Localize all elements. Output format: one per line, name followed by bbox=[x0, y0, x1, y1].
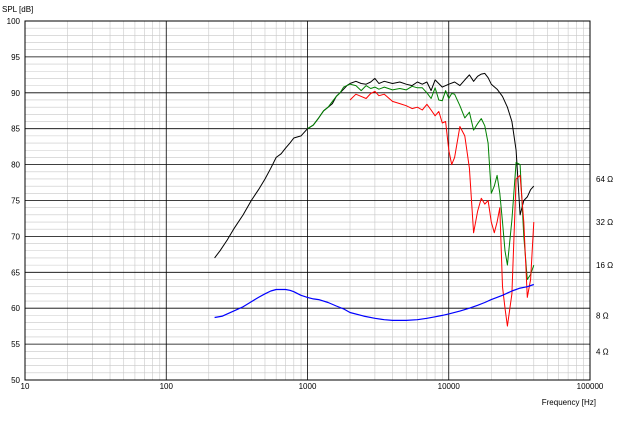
x-tick-label: 100000 bbox=[577, 382, 604, 391]
x-tick-label: 100 bbox=[160, 382, 174, 391]
series-line-4 bbox=[214, 283, 534, 321]
tick-labels: 10 100 1000 10000 100000 50 55 60 65 70 75 80 85 90 95… bbox=[7, 17, 613, 391]
y-axis-label: SPL [dB] bbox=[2, 5, 33, 14]
x-axis-label: Frequency [Hz] bbox=[542, 398, 596, 407]
y-tick-label: 95 bbox=[11, 53, 20, 62]
grid bbox=[24, 20, 591, 381]
y-tick-label: 75 bbox=[11, 197, 20, 206]
impedance-tick-label: 4 Ω bbox=[596, 347, 609, 356]
x-tick-label: 10 bbox=[21, 382, 30, 391]
plot-area-frame bbox=[24, 20, 591, 381]
y-tick-label: 55 bbox=[11, 340, 20, 349]
series-line-1 bbox=[214, 72, 535, 259]
y-tick-label: 100 bbox=[7, 17, 21, 26]
series-group bbox=[214, 72, 535, 327]
impedance-tick-label: 16 Ω bbox=[596, 261, 613, 270]
x-tick-label: 10000 bbox=[438, 382, 461, 391]
y-tick-label: 85 bbox=[11, 125, 20, 134]
y-tick-label: 60 bbox=[11, 304, 20, 313]
impedance-tick-label: 8 Ω bbox=[596, 311, 609, 320]
y-tick-label: 90 bbox=[11, 89, 20, 98]
impedance-tick-label: 64 Ω bbox=[596, 175, 613, 184]
y-tick-label: 70 bbox=[11, 232, 20, 241]
series-line-3 bbox=[349, 90, 535, 327]
y-tick-label: 80 bbox=[11, 161, 20, 170]
impedance-tick-label: 32 Ω bbox=[596, 218, 613, 227]
y-tick-label: 65 bbox=[11, 268, 20, 277]
series-line-2 bbox=[307, 83, 535, 280]
x-tick-label: 1000 bbox=[299, 382, 317, 391]
y-tick-label: 50 bbox=[11, 376, 20, 385]
